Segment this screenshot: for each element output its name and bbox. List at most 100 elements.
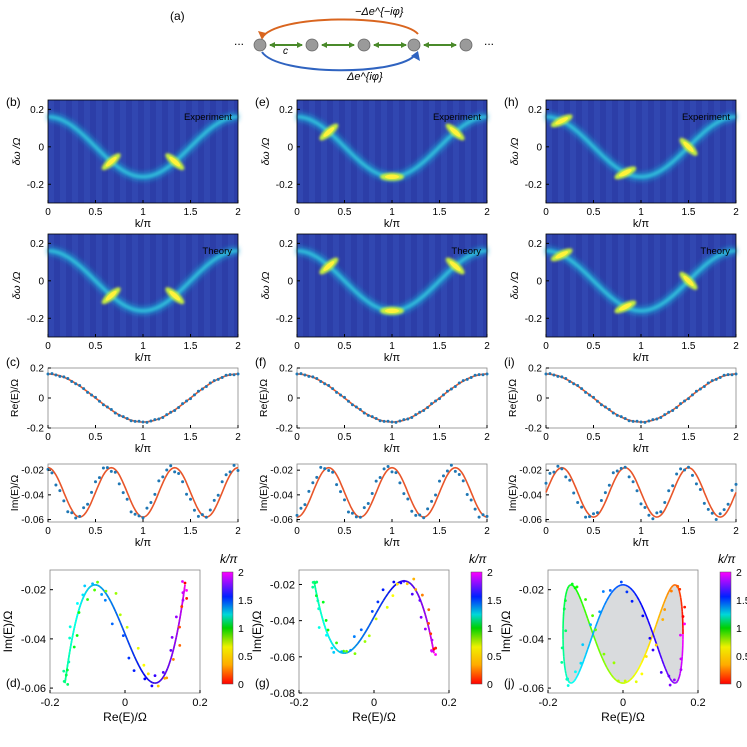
loop-data-point — [317, 607, 321, 611]
y-axis-label: δω /Ω — [11, 272, 23, 300]
im-data-point — [78, 514, 82, 518]
loop-curve-segment — [142, 673, 147, 678]
re-data-point — [643, 420, 647, 424]
re-data-point — [74, 382, 78, 386]
loop-curve-segment — [601, 604, 606, 611]
im-data-point — [694, 482, 698, 486]
re-data-point — [603, 405, 607, 409]
re-data-point — [177, 405, 181, 409]
loop-curve-segment — [171, 648, 175, 655]
x-tick-label: 1.5 — [433, 526, 447, 537]
background-streak — [216, 100, 222, 203]
im-data-point — [706, 507, 710, 511]
re-data-point — [627, 419, 631, 423]
re-data-point — [327, 383, 331, 387]
im-data-point — [406, 497, 410, 501]
loop-data-point — [570, 582, 574, 586]
loop-data-point — [142, 663, 146, 667]
re-data-point — [647, 419, 651, 423]
loop-curve-segment — [608, 670, 612, 676]
loop-curve-segment — [638, 662, 643, 668]
re-data-point — [477, 373, 481, 377]
re-data-point — [315, 376, 319, 380]
x-tick-label: 1 — [140, 432, 146, 443]
x-tick-label: 2 — [733, 341, 739, 352]
loop-curve-segment — [583, 607, 587, 614]
background-streak — [558, 234, 564, 337]
im-data-point — [426, 507, 430, 511]
loop-data-point — [602, 652, 606, 656]
loop-curve-segment — [643, 652, 647, 659]
loop-data-point — [311, 585, 315, 589]
im-data-point — [228, 470, 232, 474]
loop-curve-segment — [578, 668, 582, 673]
loop-curve-segment — [636, 666, 640, 672]
x-tick-label: 2 — [235, 207, 241, 218]
loop-curve-segment — [585, 613, 589, 620]
re-data-point — [406, 417, 410, 421]
loop-data-point — [332, 650, 336, 654]
re-data-point — [734, 372, 738, 376]
loop-curve-segment — [112, 606, 117, 612]
loop-curve-segment — [672, 584, 675, 587]
loop-curve-segment — [645, 647, 649, 654]
re-data-point — [66, 376, 70, 380]
im-data-point — [125, 497, 129, 501]
panel-label: (h) — [504, 95, 519, 109]
loop-data-point — [669, 589, 673, 593]
im-data-point — [734, 482, 738, 486]
re-data-point — [173, 409, 177, 413]
loop-curve-segment — [661, 603, 665, 609]
loop-curve-segment — [327, 635, 331, 640]
re-data-point — [157, 417, 161, 421]
y-tick-label: -0.06 — [21, 515, 44, 526]
loop-curve-segment — [565, 588, 569, 592]
im-data-point — [165, 468, 169, 472]
im-data-point — [627, 475, 631, 479]
loop-data-point — [185, 588, 188, 592]
loop-curve-segment — [74, 618, 78, 625]
loop-data-point — [663, 608, 667, 611]
re-data-point — [687, 397, 690, 401]
background-streak — [357, 100, 363, 203]
im-data-point — [216, 493, 220, 497]
im-data-point — [430, 499, 434, 503]
intensity-hotspot-core — [169, 156, 181, 167]
background-streak — [333, 234, 339, 337]
background-streak — [702, 234, 708, 337]
loop-data-point — [81, 593, 85, 597]
re-data-point — [354, 405, 358, 409]
y-tick-label: -0.2 — [27, 180, 45, 191]
im-data-point — [121, 491, 125, 495]
im-data-point — [204, 515, 208, 519]
loop-curve-segment — [579, 598, 584, 604]
im-data-point — [580, 505, 584, 509]
im-data-point — [619, 466, 623, 470]
loop-curve-segment — [567, 680, 571, 684]
im-data-point — [663, 500, 667, 504]
background-streak — [417, 100, 423, 203]
re-data-point — [453, 385, 457, 389]
loop-data-point — [156, 684, 160, 688]
loop-curve-segment — [157, 680, 161, 683]
experiment-tag: Experiment — [184, 112, 232, 123]
re-data-point — [149, 419, 153, 423]
x-tick-label: 1.5 — [682, 341, 696, 352]
loop-curve-segment — [670, 680, 674, 683]
colorbar-tick-label: 1 — [238, 623, 244, 635]
loop-curve-segment — [336, 649, 340, 653]
im-data-point — [398, 481, 402, 485]
loop-curve-segment — [613, 677, 617, 681]
im-data-point — [192, 508, 196, 512]
x-tick-label: 0 — [45, 432, 51, 443]
background-streak — [630, 100, 636, 203]
im-data-point — [177, 471, 181, 475]
loop-curve-segment — [152, 681, 155, 684]
im-data-point — [568, 478, 572, 482]
loop-curve-segment — [569, 681, 572, 684]
loop-curve-segment — [595, 620, 599, 627]
loop-curve-segment — [323, 623, 327, 629]
re-data-point — [611, 411, 615, 415]
loop-curve-segment — [586, 643, 591, 650]
re-data-point — [481, 373, 485, 377]
